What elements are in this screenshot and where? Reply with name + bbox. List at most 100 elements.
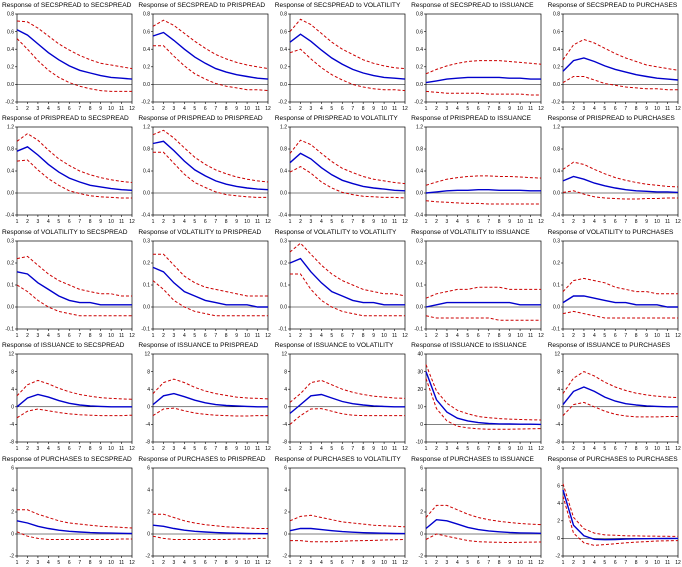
svg-text:12: 12 <box>129 333 135 339</box>
svg-text:12: 12 <box>281 352 287 358</box>
svg-text:11: 11 <box>119 446 124 452</box>
svg-text:10: 10 <box>245 219 251 225</box>
svg-text:6: 6 <box>148 465 151 471</box>
upper-band-line <box>153 253 269 297</box>
chart-plot: -0.20.00.20.40.60.81 2 3 4 5 6 7 8 9 10 11 12 <box>142 12 272 112</box>
svg-text:4: 4 <box>456 106 459 112</box>
svg-text:-2: -2 <box>282 553 287 559</box>
plot-border <box>425 353 542 443</box>
svg-text:2: 2 <box>299 446 302 452</box>
svg-text:8: 8 <box>362 560 365 566</box>
svg-text:4: 4 <box>47 560 50 566</box>
svg-text:8: 8 <box>148 369 151 375</box>
svg-text:0.0: 0.0 <box>553 82 560 88</box>
svg-text:11: 11 <box>528 333 533 339</box>
plot-border <box>425 467 542 556</box>
plot-border <box>153 13 269 103</box>
svg-text:0.8: 0.8 <box>280 147 287 153</box>
chart-plot: -0.40.00.40.81.21 2 3 4 5 6 7 8 9 10 11 12 <box>142 125 272 225</box>
svg-text:2: 2 <box>435 560 438 566</box>
svg-text:6: 6 <box>613 560 616 566</box>
svg-text:9: 9 <box>236 446 239 452</box>
plot-border <box>425 13 542 103</box>
svg-text:2: 2 <box>572 560 575 566</box>
svg-text:0.4: 0.4 <box>7 169 14 175</box>
svg-text:0.6: 0.6 <box>416 29 423 35</box>
svg-text:12: 12 <box>266 219 272 225</box>
irf-chart-cell: Response of PURCHASES to VOLATILITY -2 0 2 4… <box>273 454 409 567</box>
svg-text:10: 10 <box>108 560 114 566</box>
svg-text:7: 7 <box>78 560 81 566</box>
plot-border <box>289 127 406 216</box>
svg-text:4: 4 <box>593 560 596 566</box>
svg-text:8: 8 <box>89 446 92 452</box>
chart-plot: -0.40.00.40.81.21 2 3 4 5 6 7 8 9 10 11 12 <box>5 125 135 225</box>
irf-chart-cell: Response of VOLATILITY to ISSUANCE -0.1 0.… <box>409 227 545 340</box>
y-axis-ticks: -0.4 0.0 0.4 0.8 1.2 <box>142 125 154 219</box>
y-axis-ticks: -8 -4 0 4 8 12 <box>281 352 290 446</box>
svg-text:1: 1 <box>561 219 564 225</box>
response-line <box>16 393 132 408</box>
svg-text:-8: -8 <box>555 440 560 446</box>
x-axis-ticks: 1 2 3 4 5 6 7 8 9 10 11 12 <box>425 215 544 225</box>
svg-text:5: 5 <box>57 446 60 452</box>
svg-text:2: 2 <box>162 560 165 566</box>
chart-title: Response of PURCHASES to PURCHASES <box>547 455 678 463</box>
svg-text:2: 2 <box>299 560 302 566</box>
x-axis-ticks: 1 2 3 4 5 6 7 8 9 10 11 12 <box>425 442 544 452</box>
svg-text:0.0: 0.0 <box>7 191 14 197</box>
svg-text:0.2: 0.2 <box>553 65 560 71</box>
svg-text:0.8: 0.8 <box>416 12 423 18</box>
svg-text:12: 12 <box>145 352 151 358</box>
y-axis-ticks: -0.1 0.0 0.1 0.2 0.3 <box>415 238 427 332</box>
upper-band-line <box>562 277 678 295</box>
svg-text:0.1: 0.1 <box>7 282 14 288</box>
x-axis-ticks: 1 2 3 4 5 6 7 8 9 10 11 12 <box>16 555 135 566</box>
lower-band-line <box>425 378 542 430</box>
svg-text:6: 6 <box>341 219 344 225</box>
svg-text:4: 4 <box>420 487 423 493</box>
svg-text:5: 5 <box>603 560 606 566</box>
svg-text:9: 9 <box>236 219 239 225</box>
lower-band-line <box>562 190 678 200</box>
upper-band-line <box>153 513 269 529</box>
svg-text:4: 4 <box>47 219 50 225</box>
svg-text:1: 1 <box>425 333 428 339</box>
svg-text:0.0: 0.0 <box>553 191 560 197</box>
svg-text:1: 1 <box>152 106 155 112</box>
y-axis-ticks: -2 0 2 4 6 <box>146 465 154 559</box>
svg-text:12: 12 <box>538 560 544 566</box>
svg-text:12: 12 <box>402 106 408 112</box>
svg-text:8: 8 <box>634 446 637 452</box>
svg-text:0.2: 0.2 <box>280 65 287 71</box>
plot-border <box>289 467 406 556</box>
svg-text:12: 12 <box>538 446 544 452</box>
svg-text:3: 3 <box>173 219 176 225</box>
x-axis-ticks: 1 2 3 4 5 6 7 8 9 10 11 12 <box>288 442 408 452</box>
svg-text:1: 1 <box>16 106 19 112</box>
svg-text:0.8: 0.8 <box>7 12 14 18</box>
upper-band-line <box>16 380 133 400</box>
svg-text:8: 8 <box>634 333 637 339</box>
svg-text:7: 7 <box>624 219 627 225</box>
svg-text:3: 3 <box>37 219 40 225</box>
svg-text:3: 3 <box>173 560 176 566</box>
chart-plot: -0.10.00.10.20.31 2 3 4 5 6 7 8 9 10 11 12 <box>551 238 681 339</box>
svg-text:4: 4 <box>456 333 459 339</box>
svg-text:7: 7 <box>78 446 81 452</box>
svg-text:0.1: 0.1 <box>553 282 560 288</box>
response-line <box>289 33 405 80</box>
svg-text:6: 6 <box>204 333 207 339</box>
svg-text:4: 4 <box>183 219 186 225</box>
svg-text:6: 6 <box>477 106 480 112</box>
svg-text:9: 9 <box>508 219 511 225</box>
svg-text:2: 2 <box>26 446 29 452</box>
upper-band-line <box>289 514 405 527</box>
svg-text:0.6: 0.6 <box>7 29 14 35</box>
svg-text:12: 12 <box>8 352 14 358</box>
svg-text:12: 12 <box>538 333 544 339</box>
svg-text:11: 11 <box>119 560 124 566</box>
